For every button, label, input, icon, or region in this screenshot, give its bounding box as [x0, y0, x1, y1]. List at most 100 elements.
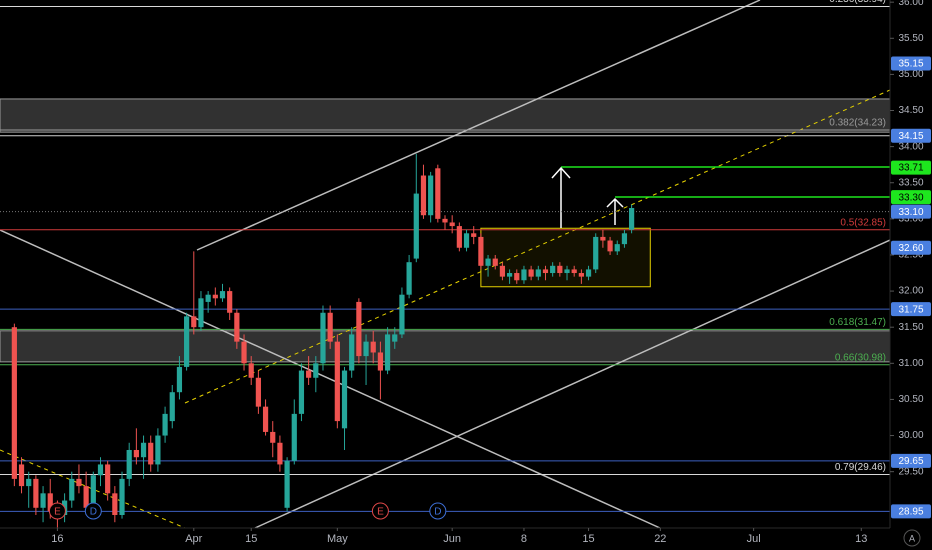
event-marker [429, 502, 447, 520]
event-marker [371, 502, 389, 520]
x-tick-label: Jul [747, 533, 761, 545]
candle-body [514, 273, 520, 281]
candle-body [456, 226, 462, 248]
candle-body [449, 222, 455, 227]
x-tick-label: 16 [51, 533, 63, 545]
candle-body [219, 291, 226, 299]
candle-body [435, 168, 441, 219]
candle-body [205, 294, 211, 302]
zone [0, 98, 891, 133]
auto-scale-button[interactable] [903, 529, 921, 547]
candle-body [406, 262, 412, 295]
candle-body [18, 464, 25, 487]
candle-body [169, 392, 175, 422]
dashed-trendline [0, 449, 186, 529]
candle-body [191, 316, 197, 328]
price-tag [891, 302, 931, 317]
x-tick-label: Jun [443, 533, 461, 545]
price-tag [891, 160, 931, 175]
candle-body [40, 493, 46, 508]
candle-body [119, 478, 125, 515]
y-tick-label: 33.50 [898, 177, 923, 188]
fib-label: 0.382(34.23) [829, 118, 886, 129]
candle-body [621, 233, 628, 245]
candle-body [320, 312, 326, 364]
price-tag [891, 128, 931, 143]
price-tag-label: 33.71 [898, 163, 923, 174]
event-label: D [90, 507, 97, 518]
y-tick-label: 30.50 [898, 394, 923, 405]
event-label: E [54, 507, 61, 518]
candle-body [571, 269, 577, 274]
candle-body [420, 175, 427, 216]
price-tag-label: 32.60 [898, 243, 923, 254]
candle-body [241, 341, 247, 364]
time-axis-bg [0, 528, 932, 550]
candle-body [155, 435, 161, 465]
candle-body [234, 312, 240, 342]
candle-body [629, 208, 635, 230]
candle-body [97, 464, 104, 476]
candle-body [492, 258, 498, 266]
price-tag [891, 56, 931, 71]
price-tag-label: 35.15 [898, 59, 923, 70]
candle-body [133, 449, 139, 458]
candle-body [47, 493, 53, 512]
candle-body [90, 475, 96, 508]
price-tag [891, 204, 931, 219]
price-tag-label: 28.95 [898, 507, 923, 518]
candle-body [557, 265, 563, 274]
zone [0, 330, 891, 363]
candle-body [313, 363, 319, 378]
auto-scale-label[interactable]: A [909, 533, 915, 543]
candle-body [377, 352, 384, 371]
candle-body [184, 316, 190, 367]
candle-body [33, 478, 39, 508]
candle-body [270, 431, 276, 443]
candle-body [600, 236, 606, 241]
event-label: D [434, 507, 441, 518]
price-tag-label: 33.30 [898, 192, 923, 203]
descending-trendline [0, 229, 661, 529]
event-marker [84, 502, 102, 520]
x-tick-label: Apr [185, 533, 202, 545]
y-tick-label: 32.50 [898, 250, 923, 261]
candle-body [26, 478, 32, 487]
event-marker [48, 502, 66, 520]
y-tick-label: 34.50 [898, 105, 923, 116]
candle-body [105, 464, 111, 494]
y-tick-label: 31.00 [898, 358, 923, 369]
x-tick-label: 22 [654, 533, 666, 545]
y-tick-label: 30.00 [898, 430, 923, 441]
channel-upper [196, 0, 761, 251]
candle-body [413, 193, 419, 259]
candle-body [334, 341, 340, 422]
candle-body [485, 258, 491, 266]
y-tick-label: 34.00 [898, 141, 923, 152]
price-tag [891, 453, 931, 468]
candle-body [392, 334, 398, 342]
x-tick-label: 15 [582, 533, 594, 545]
candle-body [478, 236, 484, 266]
price-tag [891, 240, 931, 255]
fib-label: 0.79(29.46) [835, 462, 886, 473]
price-tag [891, 504, 931, 519]
candle-body [442, 218, 448, 223]
candle-body [198, 298, 204, 328]
candle-body [384, 334, 391, 371]
zones-layer [0, 98, 891, 363]
candle-body [370, 341, 376, 353]
candle-body [593, 236, 599, 270]
candle-body [83, 486, 89, 508]
candle-body [399, 294, 405, 335]
candle-body [550, 265, 556, 274]
x-tick-label: 15 [245, 533, 257, 545]
price-tag-label: 34.15 [898, 131, 923, 142]
candle-body [327, 312, 333, 342]
price-tag [891, 190, 931, 205]
y-tick-label: 35.50 [898, 33, 923, 44]
channel-lower [254, 239, 891, 529]
candle-body [148, 442, 154, 465]
candle-body [227, 291, 233, 313]
